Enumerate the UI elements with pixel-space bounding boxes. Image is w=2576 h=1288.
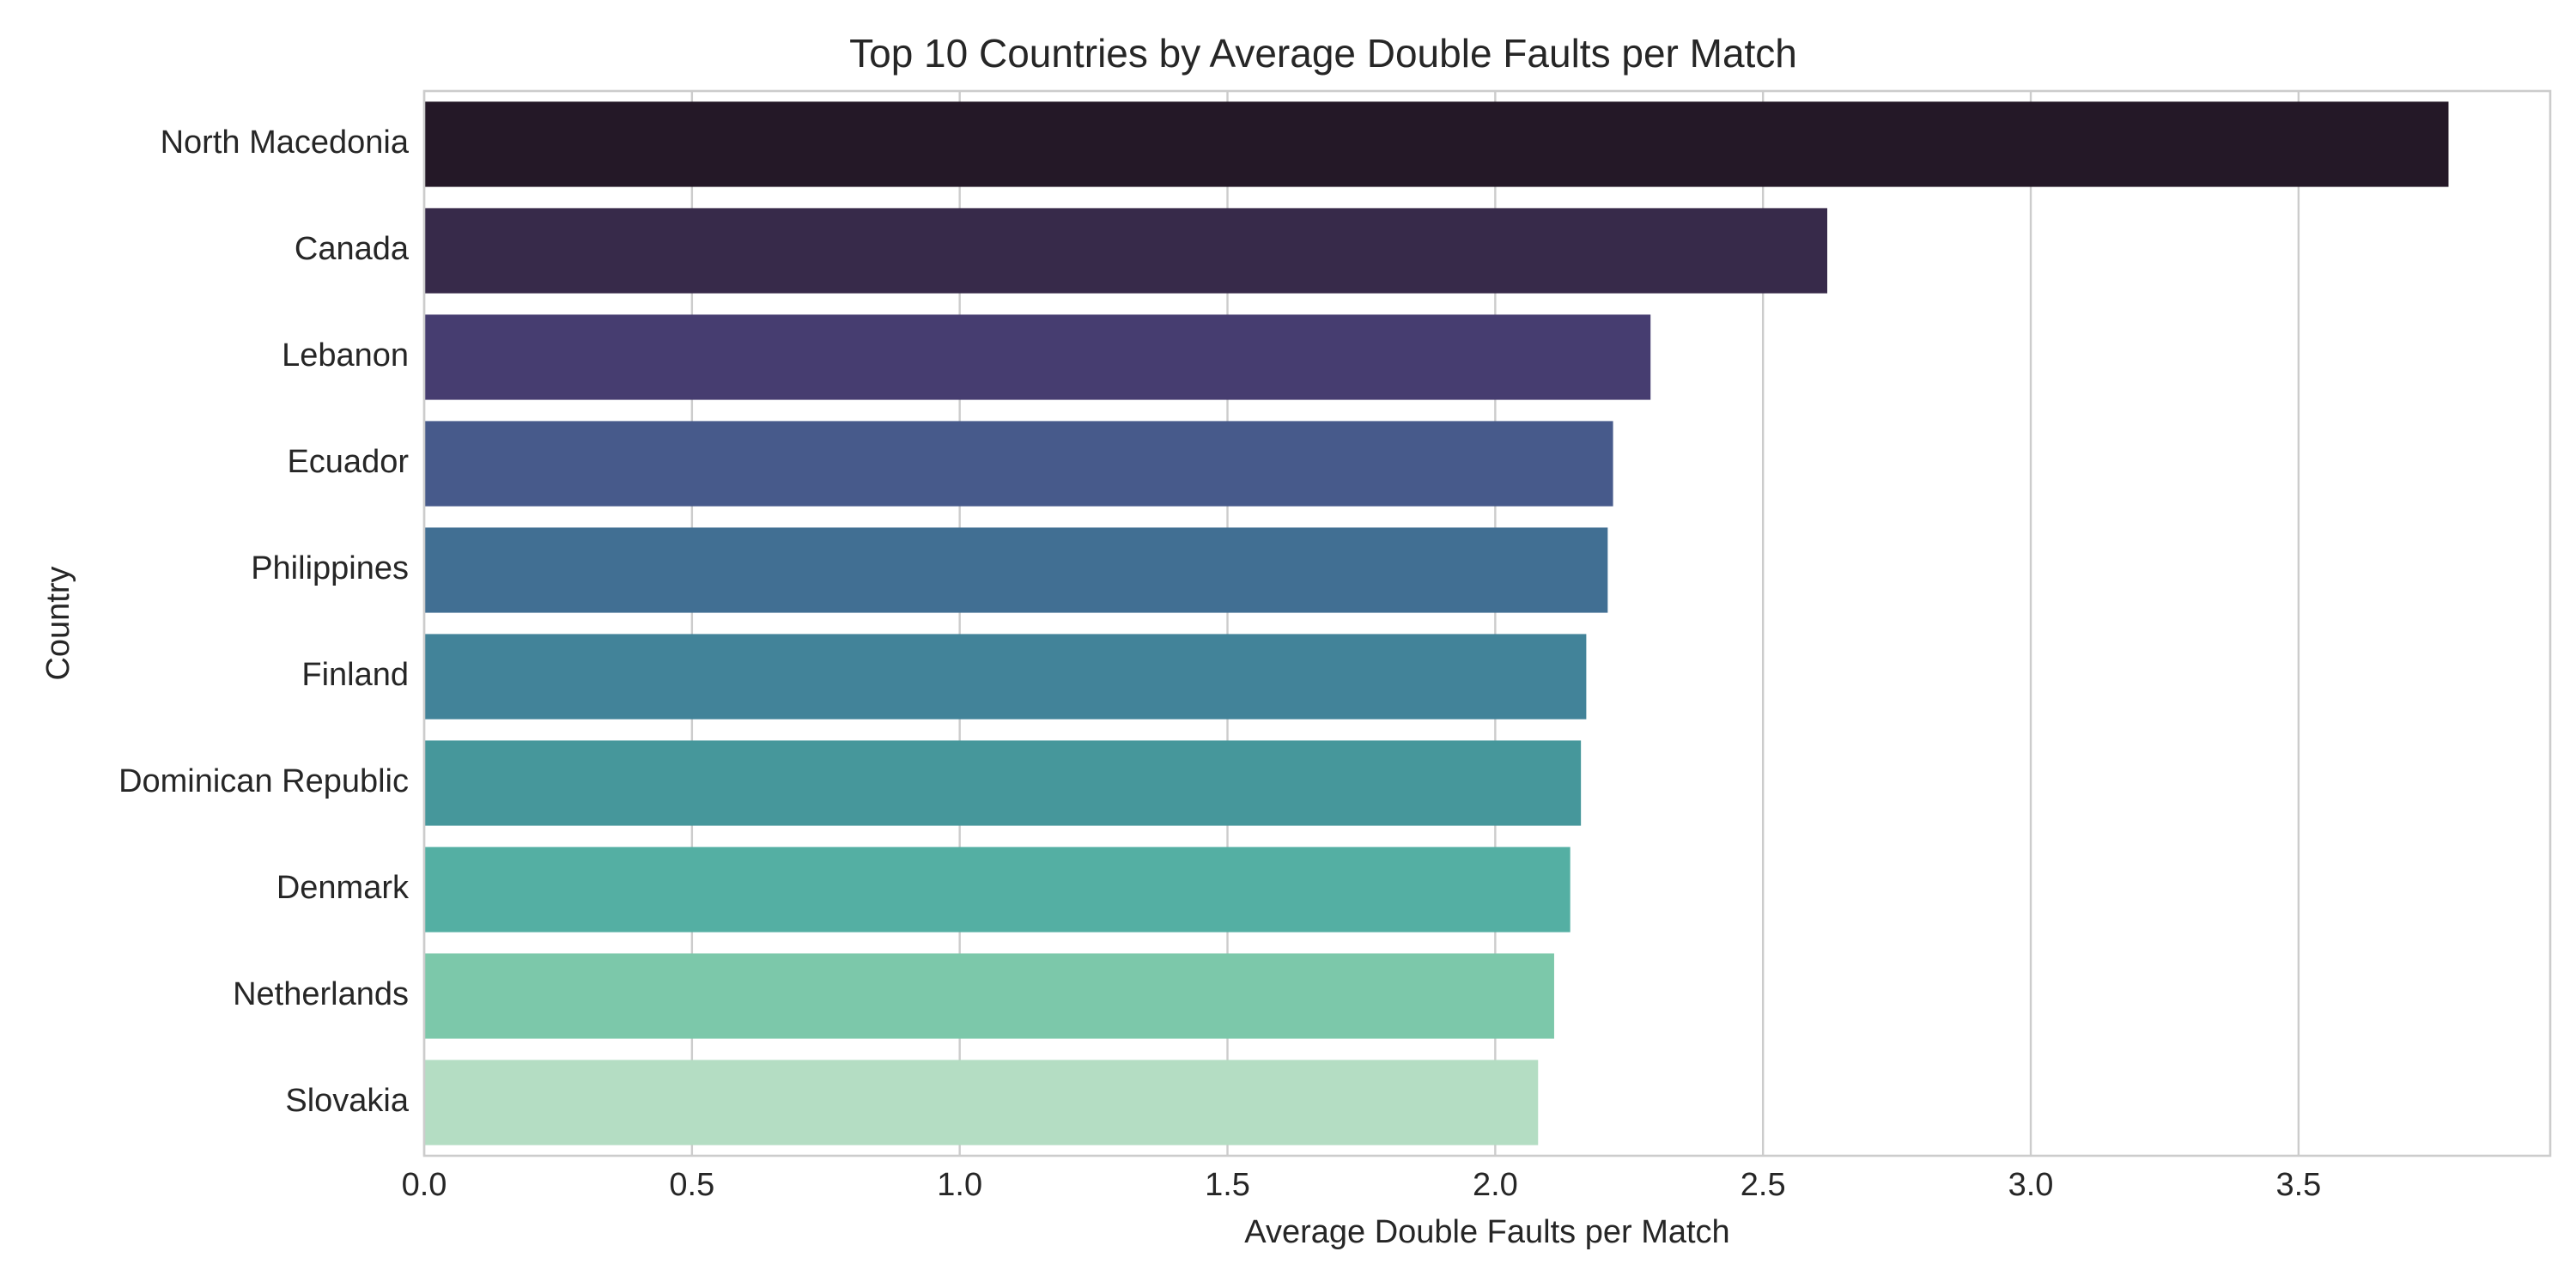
y-tick-label: Lebanon [282,337,409,374]
chart-title: Top 10 Countries by Average Double Fault… [849,31,1797,76]
bars [424,101,2449,1145]
x-tick-labels: 0.0 0.5 1.0 1.5 2.0 2.5 3.0 3.5 [402,1167,2322,1203]
y-tick-label: Netherlands [233,976,409,1012]
x-axis-label: Average Double Faults per Match [1244,1214,1729,1250]
bar [424,101,2449,187]
plot-frame [422,89,2552,1157]
x-tick-label: 1.5 [1205,1167,1250,1203]
bar [424,953,1554,1039]
y-tick-label: North Macedonia [161,125,410,161]
y-tick-label: Denmark [276,870,410,906]
y-tick-label: Dominican Republic [118,763,409,799]
bar [424,740,1582,826]
y-tick-label: Canada [295,231,410,267]
x-tick-label: 1.0 [937,1167,982,1203]
y-tick-label: Philippines [251,550,409,586]
y-tick-label: Ecuador [287,444,409,480]
x-tick-label: 3.0 [2008,1167,2054,1203]
y-tick-labels: North Macedonia Canada Lebanon Ecuador Phili… [118,125,410,1119]
y-tick-label: Finland [301,657,409,693]
y-axis-label: Country [40,566,76,680]
bar [424,314,1651,400]
bar [424,847,1571,933]
y-tick-label: Slovakia [285,1083,409,1119]
x-tick-label: 2.0 [1473,1167,1518,1203]
x-tick-label: 3.5 [2275,1167,2321,1203]
x-tick-label: 0.0 [402,1167,447,1203]
x-tick-label: 2.5 [1741,1167,1786,1203]
bar [424,421,1613,507]
x-tick-label: 0.5 [669,1167,714,1203]
bar [424,527,1608,613]
bar [424,634,1587,720]
bar [424,208,1828,294]
bar [424,1060,1539,1145]
